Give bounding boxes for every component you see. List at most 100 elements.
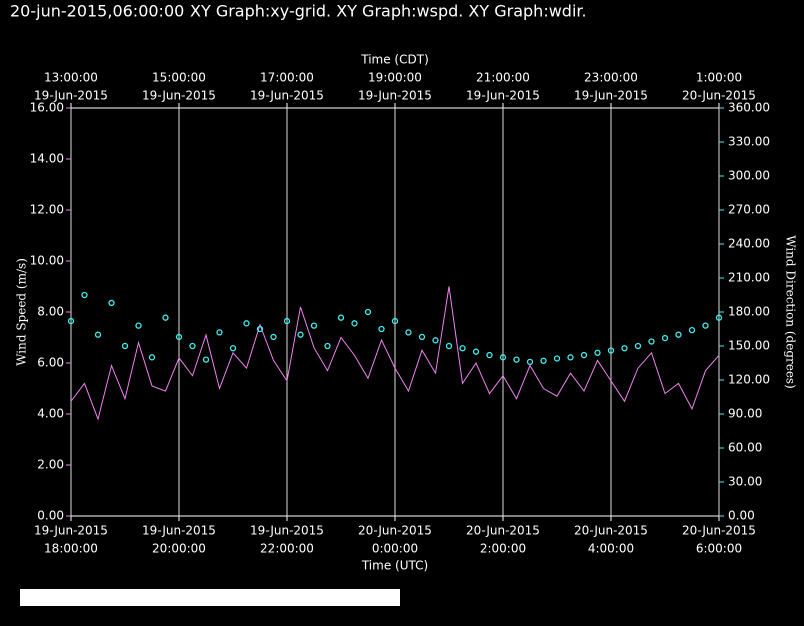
y2-tick-label: 120.00 bbox=[728, 373, 770, 387]
x-tick-label: 20:00:00 bbox=[152, 542, 206, 556]
direction-point bbox=[405, 329, 412, 336]
direction-point bbox=[661, 334, 669, 342]
direction-point bbox=[229, 345, 237, 352]
speed-line bbox=[70, 286, 720, 421]
direction-point bbox=[715, 314, 723, 321]
direction-point bbox=[364, 308, 372, 316]
direction-point bbox=[513, 356, 520, 363]
x-tick-label: 19-Jun-2015 bbox=[142, 524, 216, 538]
x2-tick-label: 1:00:00 bbox=[696, 71, 742, 85]
direction-point bbox=[202, 356, 210, 363]
direction-point bbox=[270, 333, 277, 341]
direction-point bbox=[567, 354, 574, 361]
y-tick-label: 14.00 bbox=[30, 152, 64, 166]
x-tick-label: 20-Jun-2015 bbox=[358, 524, 432, 538]
x-tick-label: 0:00:00 bbox=[372, 542, 418, 556]
direction-point bbox=[688, 326, 696, 334]
x2-tick-label: 13:00:00 bbox=[44, 71, 98, 85]
note: REAL-TIME DATA, NOT CHECKED FOR QUALITY bbox=[24, 591, 301, 605]
direction-point bbox=[472, 348, 480, 355]
y2-tick-label: 0.00 bbox=[728, 509, 755, 523]
direction-point bbox=[432, 337, 439, 344]
y2-tick-label: 150.00 bbox=[728, 339, 770, 353]
x-tick-label: 19-Jun-2015 bbox=[250, 524, 324, 538]
x2-tick-label: 17:00:00 bbox=[260, 71, 314, 85]
x2-tick-label: 19-Jun-2015 bbox=[250, 89, 324, 103]
direction-point bbox=[162, 314, 169, 321]
direction-point bbox=[499, 354, 507, 361]
x2-tick-label: 19:00:00 bbox=[368, 71, 422, 85]
y2-tick-label: 60.00 bbox=[728, 441, 762, 455]
direction-point bbox=[121, 342, 129, 350]
direction-point bbox=[351, 320, 358, 327]
x-tick-label: 18:00:00 bbox=[44, 542, 98, 556]
direction-point bbox=[648, 338, 655, 345]
direction-point bbox=[175, 333, 183, 341]
title-time: 20-jun-2015,06:00:00 bbox=[10, 2, 184, 21]
x-tick-label: 22:00:00 bbox=[260, 542, 314, 556]
x2-tick-label: 23:00:00 bbox=[584, 71, 638, 85]
x-tick-label: 19-Jun-2015 bbox=[34, 524, 108, 538]
y2-tick-label: 90.00 bbox=[728, 407, 762, 421]
y-tick-label: 12.00 bbox=[30, 203, 64, 217]
x2-tick-label: 19-Jun-2015 bbox=[574, 89, 648, 103]
direction-point bbox=[675, 331, 682, 338]
direction-point bbox=[189, 342, 196, 350]
y2-axis-title: Wind Direction (degrees) bbox=[784, 235, 798, 389]
chart-title: XY Graph:xy-grid. XY Graph:wspd. XY Grap… bbox=[190, 2, 587, 21]
direction-point bbox=[108, 299, 115, 307]
x2-tick-label: 21:00:00 bbox=[476, 71, 530, 85]
direction-point bbox=[283, 317, 291, 325]
direction-point bbox=[378, 325, 385, 333]
direction-point bbox=[445, 342, 453, 350]
x-axis-title: Time (UTC) bbox=[361, 559, 428, 573]
direction-point bbox=[135, 322, 142, 329]
x2-tick-label: 15:00:00 bbox=[152, 71, 206, 85]
y2-tick-label: 240.00 bbox=[728, 237, 770, 251]
y2-tick-label: 30.00 bbox=[728, 475, 762, 489]
direction-point bbox=[148, 354, 156, 361]
direction-point bbox=[459, 345, 466, 352]
note-box bbox=[20, 589, 400, 606]
y-tick-label: 6.00 bbox=[37, 356, 64, 370]
direction-point bbox=[594, 349, 601, 356]
y2-tick-label: 300.00 bbox=[728, 169, 770, 183]
y2-tick-label: 330.00 bbox=[728, 135, 770, 149]
direction-point bbox=[702, 322, 709, 329]
direction-point bbox=[621, 345, 628, 352]
x-tick-label: 4:00:00 bbox=[588, 542, 634, 556]
direction-point bbox=[580, 351, 588, 359]
direction-point bbox=[256, 325, 264, 333]
direction-point bbox=[324, 342, 331, 350]
y-tick-label: 4.00 bbox=[37, 407, 64, 421]
x2-tick-label: 19-Jun-2015 bbox=[142, 89, 216, 103]
direction-point bbox=[607, 347, 615, 354]
y-axis-title: Wind Speed (m/s) bbox=[15, 258, 29, 366]
x2-tick-label: 19-Jun-2015 bbox=[358, 89, 432, 103]
x-tick-label: 6:00:00 bbox=[696, 542, 742, 556]
y2-tick-label: 270.00 bbox=[728, 203, 770, 217]
x-tick-label: 2:00:00 bbox=[480, 542, 526, 556]
y2-tick-label: 180.00 bbox=[728, 305, 770, 319]
x2-tick-label: 19-Jun-2015 bbox=[34, 89, 108, 103]
direction-point bbox=[216, 329, 223, 336]
direction-point bbox=[297, 331, 304, 338]
direction-point bbox=[486, 351, 493, 359]
direction-point bbox=[337, 314, 345, 321]
y2-tick-label: 210.00 bbox=[728, 271, 770, 285]
x-tick-label: 20-Jun-2015 bbox=[574, 524, 648, 538]
direction-point bbox=[526, 358, 534, 366]
x-tick-label: 20-Jun-2015 bbox=[682, 524, 756, 538]
direction-point bbox=[243, 320, 250, 327]
x2-tick-label: 20-Jun-2015 bbox=[682, 89, 756, 103]
y2-tick-label: 360.00 bbox=[728, 101, 770, 115]
y-tick-label: 2.00 bbox=[37, 458, 64, 472]
y-tick-label: 0.00 bbox=[37, 509, 64, 523]
direction-point bbox=[418, 333, 426, 341]
direction-point bbox=[553, 355, 561, 362]
direction-point bbox=[94, 331, 102, 338]
x2-tick-label: 19-Jun-2015 bbox=[466, 89, 540, 103]
